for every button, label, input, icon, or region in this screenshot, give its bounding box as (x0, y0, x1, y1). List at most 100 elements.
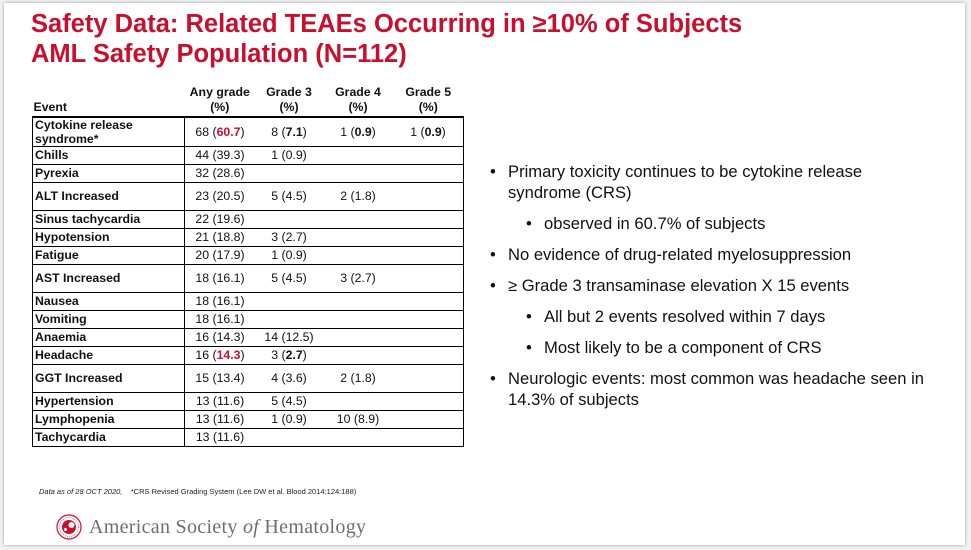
slide: Safety Data: Related TEAEs Occurring in … (4, 3, 965, 545)
cell-grade-4: 10 (8.9) (323, 410, 393, 429)
table-row: Sinus tachycardia 22 (19.6) (32, 210, 464, 229)
table-row: Tachycardia 13 (11.6) (32, 428, 464, 447)
cell-any-grade: 68 (60.7) (184, 116, 255, 147)
cell-grade-4 (323, 392, 393, 411)
cell-event: Sinus tachycardia (32, 210, 185, 229)
title-line-2: AML Safety Population (N=112) (31, 40, 407, 68)
cell-grade-3: 14 (12.5) (255, 328, 323, 347)
cell-grade-3: 4 (3.6) (255, 364, 323, 393)
cell-any-grade: 13 (11.6) (184, 410, 255, 429)
cell-any-grade: 44 (39.3) (184, 146, 255, 165)
header-grade-4: Grade 4 (%) (335, 85, 381, 114)
cell-grade-3: 5 (4.5) (255, 264, 323, 293)
cell-grade-5 (393, 164, 464, 183)
cell-grade-5 (393, 228, 464, 247)
ash-logo-text: American Society of Hematology (89, 515, 367, 538)
table-row: Cytokine release syndrome* 68 (60.7) 8 (7.… (32, 116, 464, 147)
cell-grade-5 (393, 410, 464, 429)
cell-grade-3: 5 (4.5) (255, 182, 323, 211)
cell-event: Hypotension (32, 228, 185, 247)
bullet-item: Neurologic events: most common was heada… (490, 368, 930, 410)
safety-table: Event Any grade (%) Grade 3 (%) Grade 4 (%)… (32, 83, 464, 447)
cell-event: Vomiting (32, 310, 185, 329)
cell-event: GGT Increased (32, 364, 185, 393)
bullet-item: No evidence of drug-related myelosuppres… (490, 244, 930, 265)
sub-bullet-item: All but 2 events resolved within 7 days (526, 306, 930, 327)
cell-event: ALT Increased (32, 182, 185, 211)
table-row: ALT Increased 23 (20.5) 5 (4.5) 2 (1.8) (32, 182, 464, 211)
table-row: AST Increased 18 (16.1) 5 (4.5) 3 (2.7) (32, 264, 464, 293)
cell-grade-5 (393, 246, 464, 265)
cell-grade-5 (393, 264, 464, 293)
cell-grade-4 (323, 146, 393, 165)
table-row: Anaemia 16 (14.3) 14 (12.5) (32, 328, 464, 347)
cell-any-grade: 13 (11.6) (184, 428, 255, 447)
cell-event: Nausea (32, 292, 185, 311)
bullet-item: ≥ Grade 3 transaminase elevation X 15 ev… (490, 275, 930, 296)
cell-any-grade: 18 (16.1) (184, 264, 255, 293)
table-row: Lymphopenia 13 (11.6) 1 (0.9) 10 (8.9) (32, 410, 464, 429)
cell-any-grade: 18 (16.1) (184, 292, 255, 311)
cell-grade-4 (323, 328, 393, 347)
cell-grade-5 (393, 428, 464, 447)
cell-grade-5 (393, 182, 464, 211)
cell-grade-4 (323, 346, 393, 365)
cell-grade-4 (323, 164, 393, 183)
cell-grade-5 (393, 210, 464, 229)
cell-grade-5: 1 (0.9) (393, 116, 464, 147)
footnote: Data as of 28 OCT 2020, *CRS Revised Gra… (39, 487, 356, 496)
table-row: Vomiting 18 (16.1) (32, 310, 464, 329)
cell-grade-3: 1 (0.9) (255, 410, 323, 429)
cell-grade-5 (393, 292, 464, 311)
table-row: Headache 16 (14.3) 3 (2.7) (32, 346, 464, 365)
header-grade-5: Grade 5 (%) (405, 85, 452, 114)
cell-event: AST Increased (32, 264, 185, 293)
header-grade-3: Grade 3 (%) (266, 85, 312, 114)
table-row: Chills 44 (39.3) 1 (0.9) (32, 146, 464, 165)
table-row: Hypertension 13 (11.6) 5 (4.5) (32, 392, 464, 411)
cell-event: Fatigue (32, 246, 185, 265)
cell-grade-3 (255, 428, 323, 447)
cell-grade-5 (393, 392, 464, 411)
cell-grade-4 (323, 428, 393, 447)
cell-grade-4 (323, 292, 393, 311)
cell-grade-4: 3 (2.7) (323, 264, 393, 293)
cell-grade-4 (323, 210, 393, 229)
cell-grade-3 (255, 310, 323, 329)
table-row: GGT Increased 15 (13.4) 4 (3.6) 2 (1.8) (32, 364, 464, 393)
cell-event: Tachycardia (32, 428, 185, 447)
cell-grade-3: 1 (0.9) (255, 246, 323, 265)
cell-event: Cytokine release syndrome* (32, 116, 185, 147)
cell-grade-5 (393, 328, 464, 347)
cell-grade-3 (255, 210, 323, 229)
cell-grade-4 (323, 246, 393, 265)
cell-grade-4: 2 (1.8) (323, 364, 393, 393)
cell-event: Headache (32, 346, 185, 365)
table-row: Nausea 18 (16.1) (32, 292, 464, 311)
cell-event: Pyrexia (32, 164, 185, 183)
cell-any-grade: 16 (14.3) (184, 328, 255, 347)
cell-grade-4 (323, 228, 393, 247)
cell-any-grade: 15 (13.4) (184, 364, 255, 393)
cell-any-grade: 20 (17.9) (184, 246, 255, 265)
slide-title: Safety Data: Related TEAEs Occurring in … (31, 9, 742, 69)
table-body: Cytokine release syndrome* 68 (60.7) 8 (7.… (32, 116, 464, 447)
cell-grade-4: 1 (0.9) (323, 116, 393, 147)
cell-grade-3: 8 (7.1) (255, 116, 323, 147)
sub-bullet-item: observed in 60.7% of subjects (526, 213, 930, 234)
cell-any-grade: 32 (28.6) (184, 164, 255, 183)
cell-any-grade: 23 (20.5) (184, 182, 255, 211)
bullet-list: Primary toxicity continues to be cytokin… (490, 161, 930, 420)
cell-grade-3: 3 (2.7) (255, 346, 323, 365)
cell-any-grade: 21 (18.8) (184, 228, 255, 247)
cell-event: Lymphopenia (32, 410, 185, 429)
cell-grade-3: 3 (2.7) (255, 228, 323, 247)
ash-logo-icon (56, 514, 82, 540)
cell-grade-3 (255, 292, 323, 311)
header-event: Event (33, 100, 68, 114)
table-row: Hypotension 21 (18.8) 3 (2.7) (32, 228, 464, 247)
cell-grade-5 (393, 364, 464, 393)
cell-grade-3: 1 (0.9) (255, 146, 323, 165)
cell-any-grade: 13 (11.6) (184, 392, 255, 411)
ash-logo: American Society of Hematology (56, 512, 366, 542)
